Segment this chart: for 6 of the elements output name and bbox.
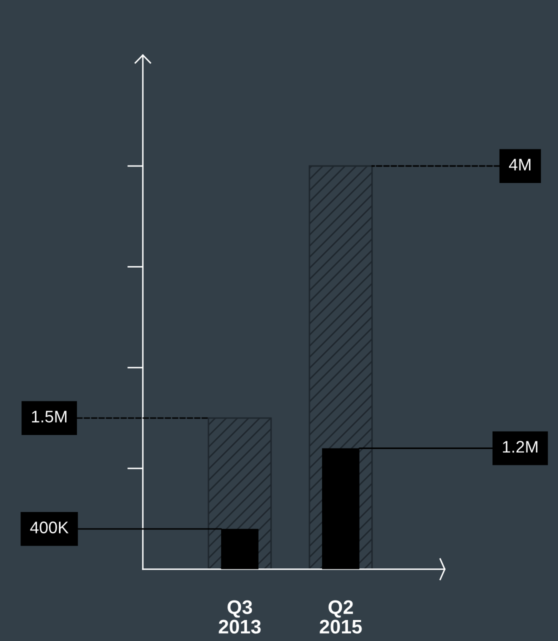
x-tick-label: Q3 2013 <box>218 600 261 634</box>
data-label: 1.5M <box>32 410 66 422</box>
data-label: 1.2M <box>502 440 538 453</box>
data-label: 4M <box>509 158 530 170</box>
data-label: 400K <box>30 522 69 534</box>
x-tick-label: Q2 2015 <box>320 600 362 634</box>
